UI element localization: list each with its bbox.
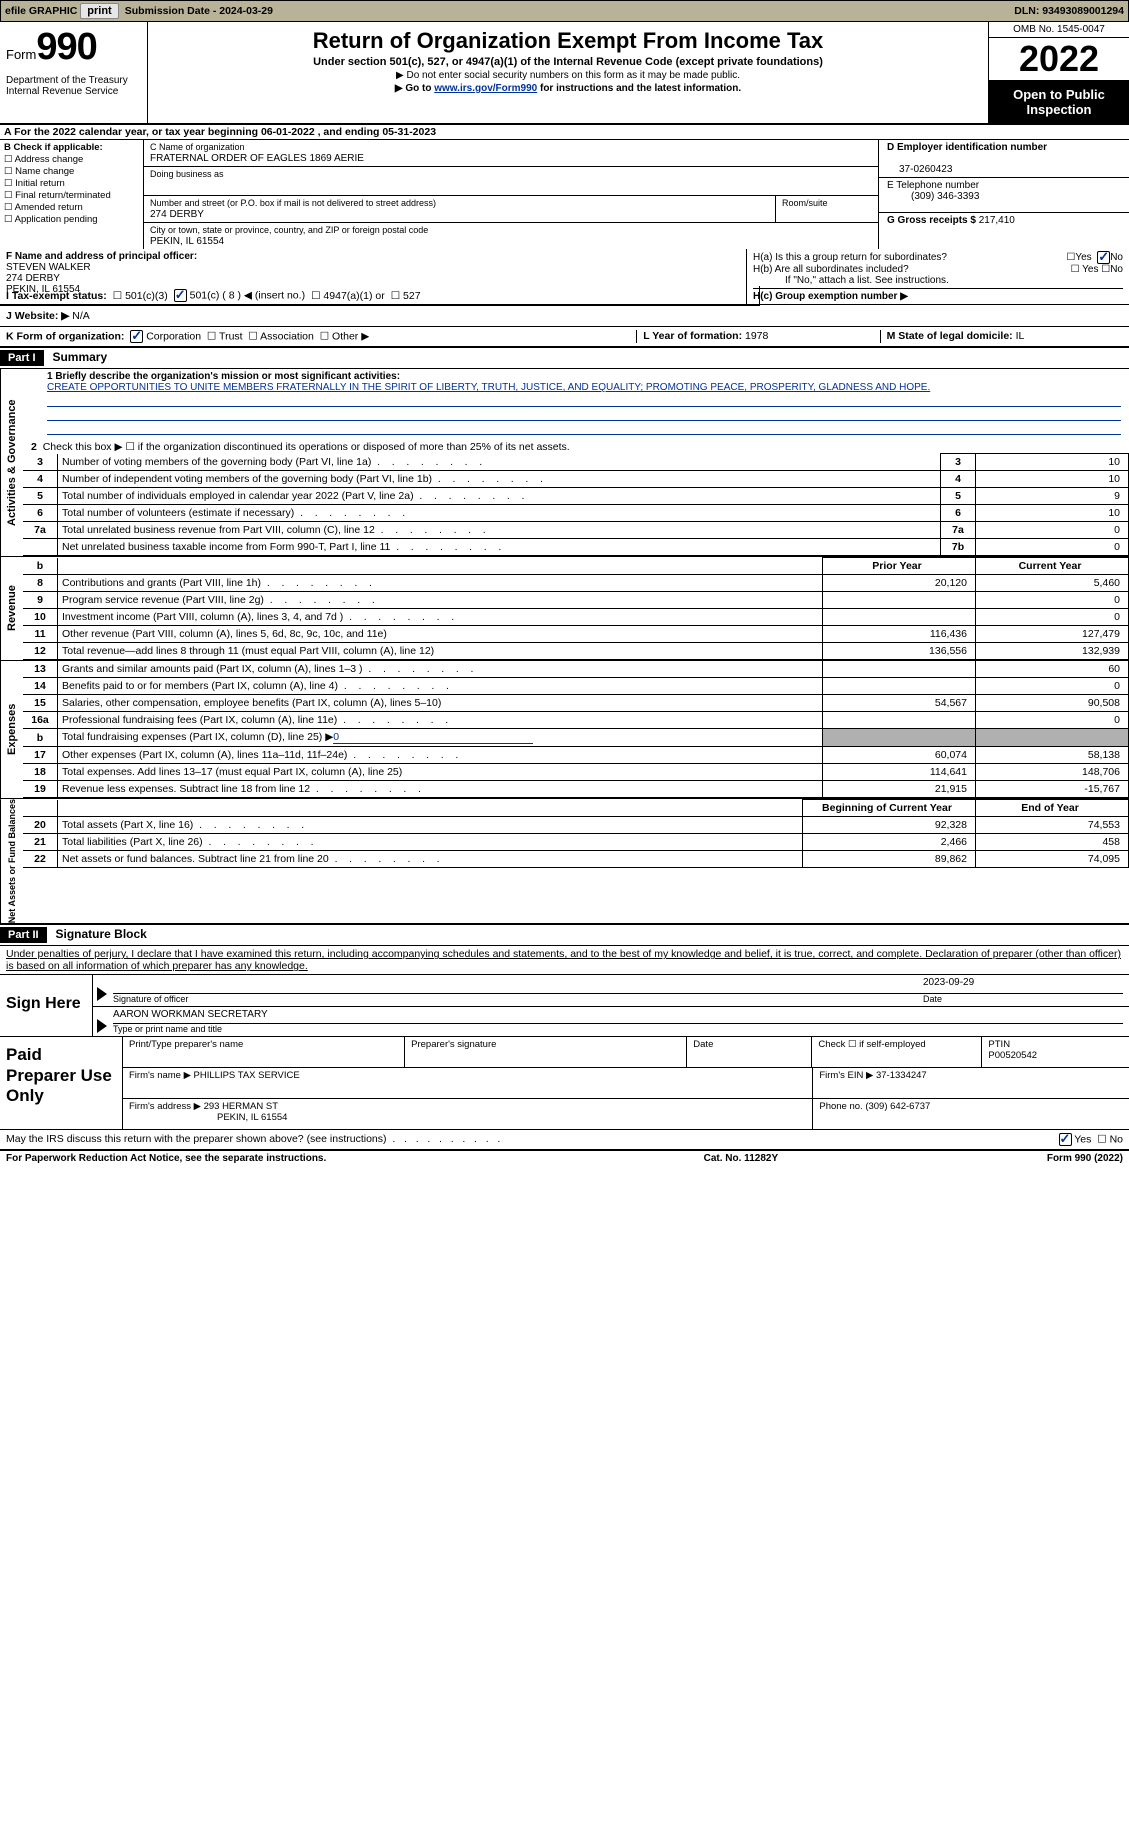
row-f-h: F Name and address of principal officer:… — [0, 249, 1129, 305]
table-expenses: 13Grants and similar amounts paid (Part … — [23, 661, 1129, 798]
line-a: A For the 2022 calendar year, or tax yea… — [0, 125, 1129, 139]
dept-label: Department of the Treasury Internal Reve… — [6, 75, 141, 97]
top-bar: efile GRAPHIC print Submission Date - 20… — [0, 0, 1129, 22]
row-k: K Form of organization: Corporation ☐ Tr… — [0, 327, 1129, 348]
row-j: J Website: ▶ N/A — [0, 306, 1129, 327]
form-title: Return of Organization Exempt From Incom… — [154, 28, 982, 54]
phone-cell: E Telephone number (309) 346-3393 — [879, 178, 1129, 213]
dln: DLN: 93493089001294 — [1014, 5, 1124, 17]
section-b: B Check if applicable: ☐ Address change … — [0, 140, 144, 249]
form-header: Form990 Department of the Treasury Inter… — [0, 22, 1129, 125]
gross-receipts: G Gross receipts $ 217,410 — [879, 213, 1129, 247]
part2-header: Part II Signature Block — [0, 925, 1129, 946]
ein-cell: D Employer identification number 37-0260… — [879, 140, 1129, 178]
discuss-yes — [1059, 1133, 1072, 1146]
arrow-icon — [97, 987, 107, 1001]
part1-header: Part I Summary — [0, 348, 1129, 369]
page-footer: For Paperwork Reduction Act Notice, see … — [0, 1149, 1129, 1166]
form-subtitle: Under section 501(c), 527, or 4947(a)(1)… — [154, 56, 982, 68]
discuss-row: May the IRS discuss this return with the… — [0, 1129, 1129, 1149]
sign-here-label: Sign Here — [0, 975, 93, 1036]
perjury-declaration: Under penalties of perjury, I declare th… — [0, 946, 1129, 974]
sidetab-revenue: Revenue — [0, 557, 23, 660]
org-name-cell: C Name of organization FRATERNAL ORDER O… — [144, 140, 878, 167]
arrow-icon — [97, 1019, 107, 1033]
dba-cell: Doing business as — [144, 167, 878, 196]
sidetab-expenses: Expenses — [0, 661, 23, 798]
org-name: FRATERNAL ORDER OF EAGLES 1869 AERIE — [150, 153, 364, 164]
note-ssn: ▶ Do not enter social security numbers o… — [154, 70, 982, 81]
irs-link[interactable]: www.irs.gov/Form990 — [434, 83, 537, 94]
submission-date: Submission Date - 2024-03-29 — [125, 5, 273, 17]
form-label: Form — [6, 47, 36, 62]
efile-label: efile GRAPHIC — [5, 5, 77, 17]
table-netassets: Beginning of Current YearEnd of Year 20T… — [23, 799, 1129, 868]
note-link: ▶ Go to www.irs.gov/Form990 for instruct… — [154, 83, 982, 94]
table-revenue: bPrior YearCurrent Year 8Contributions a… — [23, 557, 1129, 660]
table-ag: 3Number of voting members of the governi… — [23, 453, 1129, 556]
print-button[interactable]: print — [80, 3, 118, 19]
corp-check — [130, 330, 143, 343]
line2: 2 Check this box ▶ ☐ if the organization… — [23, 437, 1129, 453]
form-number: 990 — [36, 26, 96, 68]
hb-no-check — [1097, 251, 1110, 264]
sidetab-netassets: Net Assets or Fund Balances — [0, 799, 23, 923]
tax-year: 2022 — [989, 38, 1129, 81]
mission: 1 Briefly describe the organization's mi… — [23, 369, 1129, 437]
city-cell: City or town, state or province, country… — [144, 223, 878, 249]
open-to-public: Open to Public Inspection — [989, 81, 1129, 123]
paid-preparer: Paid Preparer Use Only Print/Type prepar… — [0, 1036, 1129, 1129]
omb-number: OMB No. 1545-0047 — [989, 22, 1129, 38]
street-cell: Number and street (or P.O. box if mail i… — [144, 196, 878, 223]
sidetab-activities: Activities & Governance — [0, 369, 23, 556]
501c-check — [174, 289, 187, 302]
